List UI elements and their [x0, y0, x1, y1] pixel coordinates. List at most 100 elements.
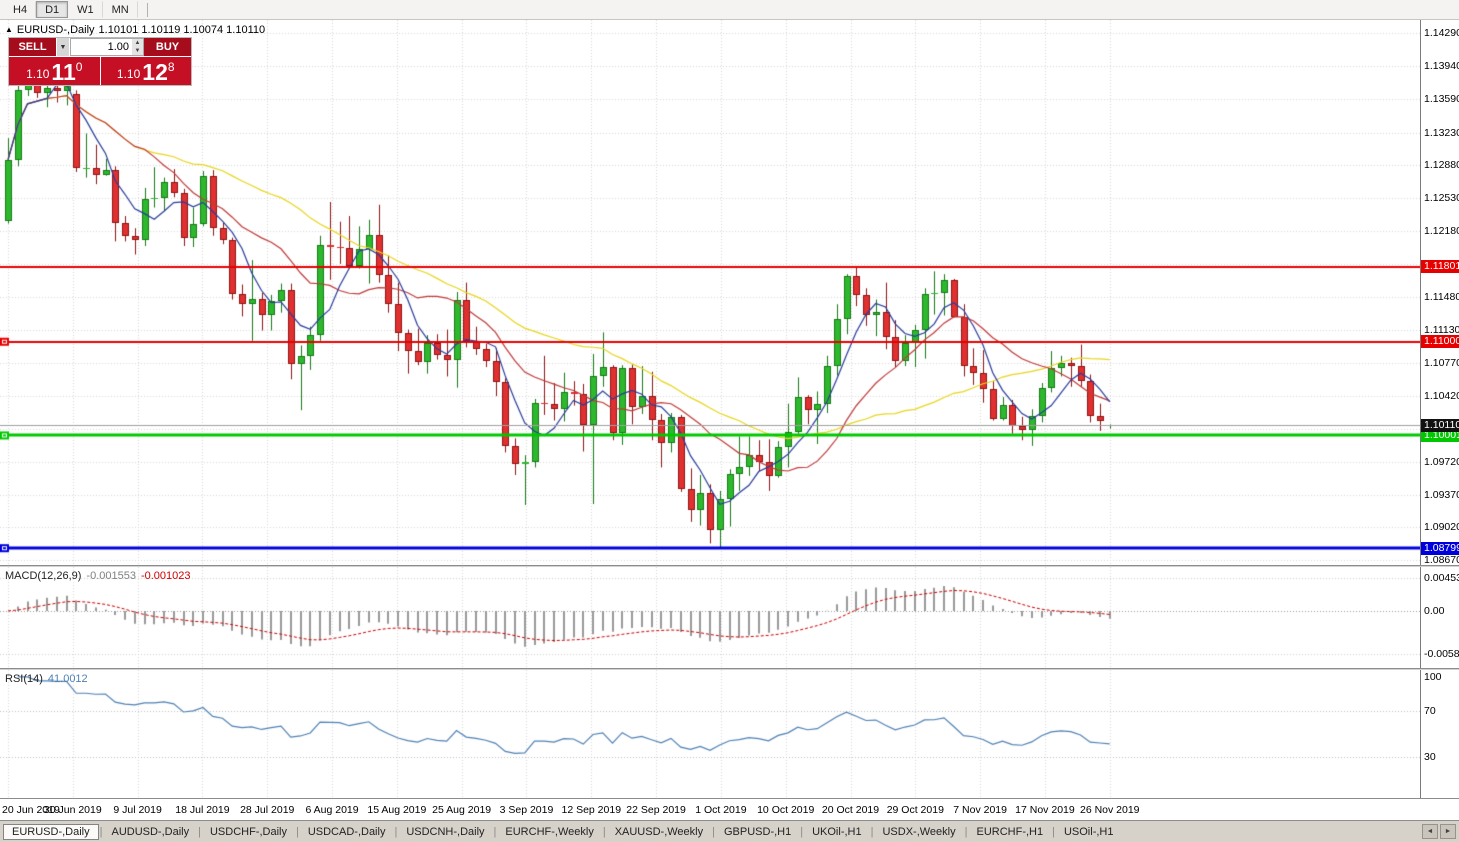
tab-scroll-left-button[interactable]: ◄: [1422, 824, 1438, 839]
date-tick-label: 25 Aug 2019: [432, 804, 492, 816]
trade-options-dropdown[interactable]: ▼: [56, 38, 70, 56]
tab-separator: |: [394, 825, 398, 838]
axis-tick-label: 1.10770: [1424, 357, 1459, 370]
rsi-label: RSI(14) 41.0012: [5, 673, 88, 685]
axis-tick-label: 0.004536: [1424, 571, 1459, 584]
price-chart-canvas[interactable]: [0, 20, 1420, 565]
tab-usdcad-daily[interactable]: USDCAD-,Daily: [307, 825, 386, 838]
axis-tick-label: 1.13590: [1424, 92, 1459, 105]
macd-label: MACD(12,26,9) -0.001553 -0.001023: [5, 570, 191, 582]
axis-tick-label: -0.005820: [1424, 647, 1459, 660]
buy-price-pips: 12: [142, 59, 168, 85]
rsi-name: RSI(14): [5, 673, 43, 685]
tab-usdchf-daily[interactable]: USDCHF-,Daily: [209, 825, 287, 838]
chevron-down-icon: ▼: [59, 43, 67, 51]
tab-separator: |: [1052, 825, 1055, 838]
date-tick-label: 26 Nov 2019: [1079, 804, 1140, 816]
price-level-badge: 1.11000: [1421, 335, 1459, 349]
date-tick-label: 29 Oct 2019: [886, 804, 944, 816]
date-tick-label: 20 Jun 2019: [2, 804, 60, 816]
price-chart-panel: 1.14290 1.13940 1.13590 1.13230 1.12880 1.125…: [0, 20, 1459, 565]
axis-tick-label: 1.10420: [1424, 390, 1459, 403]
date-tick-label: 9 Jul 2019: [113, 804, 162, 816]
tab-separator: |: [602, 825, 606, 838]
date-tick-label: 17 Nov 2019: [1015, 804, 1075, 816]
buy-button[interactable]: BUY: [144, 38, 191, 56]
timeframe-button-mn[interactable]: MN: [103, 1, 138, 18]
buy-price-display[interactable]: 1.10 12 8: [100, 57, 191, 85]
price-level-badge: 1.10110: [1421, 418, 1459, 432]
rsi-indicator-panel: 100 70 30 RSI(14) 41.0012: [0, 670, 1459, 798]
tab-separator: |: [198, 825, 201, 838]
date-tick-label: 28 Jul 2019: [240, 804, 295, 816]
date-tick-label: 6 Aug 2019: [305, 804, 359, 816]
axis-tick-label: 30: [1424, 750, 1436, 763]
macd-chart-canvas[interactable]: [0, 567, 1420, 668]
date-tick-label: 30 Jun 2019: [43, 804, 102, 816]
date-tick-label: 15 Aug 2019: [367, 804, 427, 816]
panel-resize-divider[interactable]: [0, 668, 1459, 670]
timeframe-button-h4[interactable]: H4: [4, 1, 37, 18]
tab-eurchf-weekly[interactable]: EURCHF-,Weekly: [505, 825, 594, 838]
sell-price-display[interactable]: 1.10 11 0: [9, 57, 100, 85]
lot-increase-button[interactable]: ▲: [134, 40, 141, 46]
macd-axis[interactable]: 0.004536 0.00 -0.005820: [1420, 567, 1459, 668]
sell-price-pips: 11: [51, 59, 76, 85]
rsi-axis[interactable]: 100 70 30: [1420, 670, 1459, 798]
axis-tick-label: 1.11130: [1424, 323, 1459, 336]
price-level-badge: 1.11801: [1421, 260, 1459, 274]
tab-separator: |: [870, 825, 874, 838]
chart-tabs: EURUSD-,Daily | AUDUSD-,Daily | USDCHF-,Dail…: [3, 823, 1121, 840]
date-tick-label: 22 Sep 2019: [626, 804, 686, 816]
lot-size-input[interactable]: [70, 38, 144, 56]
tab-gbpusd-h1[interactable]: GBPUSD-,H1: [723, 825, 792, 838]
tab-separator: |: [712, 825, 715, 838]
tab-usoil-h1[interactable]: USOil-,H1: [1063, 825, 1114, 838]
macd-name: MACD(12,26,9): [5, 570, 82, 582]
tab-eurchf-h1[interactable]: EURCHF-,H1: [976, 825, 1044, 838]
date-tick-label: 7 Nov 2019: [953, 804, 1007, 816]
axis-tick-label: 1.11480: [1424, 290, 1459, 303]
date-tick-label: 10 Oct 2019: [757, 804, 815, 816]
chart-symbol-label: EURUSD-,Daily: [16, 24, 95, 36]
axis-tick-label: 1.14290: [1424, 27, 1459, 40]
panel-resize-divider[interactable]: [0, 565, 1459, 567]
date-tick-label: 1 Oct 2019: [695, 804, 747, 816]
chart-tab-bar: EURUSD-,Daily | AUDUSD-,Daily | USDCHF-,Dail…: [0, 820, 1459, 842]
chart-ohlc-values: 1.10101 1.10119 1.10074 1.10110: [98, 24, 266, 36]
axis-tick-label: 1.12180: [1424, 225, 1459, 238]
axis-tick-label: 1.09020: [1424, 521, 1459, 534]
macd-main-value: -0.001553: [86, 570, 136, 582]
tab-scroll-buttons: ◄ ►: [1422, 824, 1456, 839]
chart-shift-icon: ▲: [5, 25, 13, 34]
sell-button[interactable]: SELL: [9, 38, 56, 56]
axis-tick-label: 1.13230: [1424, 126, 1459, 139]
axis-tick-label: 1.09720: [1424, 455, 1459, 468]
sell-price-fraction: 0: [75, 60, 83, 74]
date-axis[interactable]: 20 Jun 2019 30 Jun 2019 9 Jul 2019 18 Jul 2…: [0, 798, 1459, 820]
axis-tick-label: 0.00: [1424, 604, 1445, 617]
tab-audusd-daily[interactable]: AUDUSD-,Daily: [111, 825, 190, 838]
macd-signal-value: -0.001023: [140, 570, 191, 582]
timeframe-toolbar: H4 D1 W1 MN: [0, 0, 1459, 20]
tab-usdcnh-daily[interactable]: USDCNH-,Daily: [406, 825, 485, 838]
macd-indicator-panel: 0.004536 0.00 -0.005820 MACD(12,26,9) -0.00…: [0, 567, 1459, 668]
price-axis[interactable]: 1.14290 1.13940 1.13590 1.13230 1.12880 1.125…: [1420, 20, 1459, 565]
tab-scroll-right-button[interactable]: ►: [1440, 824, 1456, 839]
rsi-chart-canvas[interactable]: [0, 670, 1420, 798]
tab-usdx-weekly[interactable]: USDX-,Weekly: [882, 825, 956, 838]
lot-decrease-button[interactable]: ▼: [134, 48, 141, 54]
tab-xauusd-weekly[interactable]: XAUUSD-,Weekly: [614, 825, 704, 838]
toolbar-separator: [146, 2, 148, 17]
tab-eurusd-daily[interactable]: EURUSD-,Daily: [3, 823, 99, 840]
date-tick-label: 3 Sep 2019: [499, 804, 554, 816]
rsi-value: 41.0012: [47, 673, 88, 685]
tab-separator: |: [99, 825, 103, 838]
axis-tick-label: 1.09370: [1424, 488, 1459, 501]
lot-spinner: ▲ ▼: [132, 39, 143, 55]
timeframe-button-d1[interactable]: D1: [36, 1, 69, 18]
timeframe-button-w1[interactable]: W1: [68, 1, 103, 18]
tab-ukoil-h1[interactable]: UKOil-,H1: [812, 825, 862, 838]
date-tick-label: 18 Jul 2019: [175, 804, 230, 816]
